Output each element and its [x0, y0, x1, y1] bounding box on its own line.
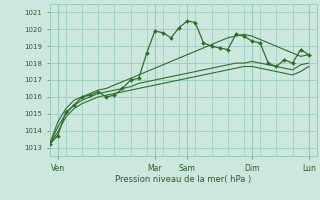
X-axis label: Pression niveau de la mer( hPa ): Pression niveau de la mer( hPa ) — [115, 175, 251, 184]
